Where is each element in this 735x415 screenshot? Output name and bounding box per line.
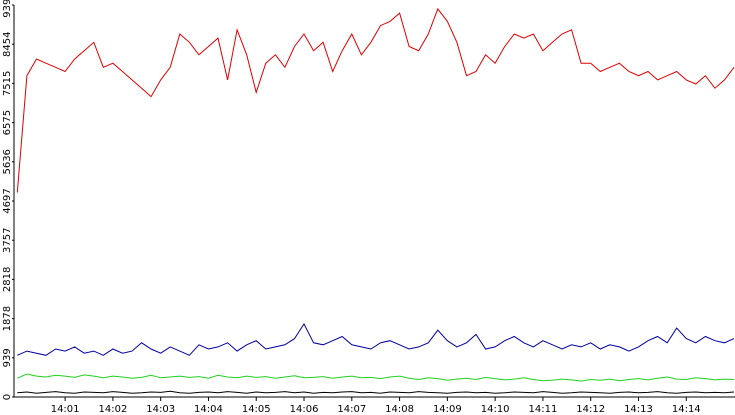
y-tick-label: 939: [2, 348, 13, 367]
x-tick-label: 14:13: [624, 404, 653, 415]
series-line: [17, 373, 735, 382]
series-line: [17, 323, 735, 356]
y-tick-label: 5636: [2, 149, 13, 174]
x-tick-label: 14:04: [194, 404, 223, 415]
x-tick-label: 14:01: [51, 404, 80, 415]
x-tick-label: 14:03: [146, 404, 175, 415]
x-tick-label: 14:10: [481, 404, 510, 415]
series-line: [17, 390, 735, 394]
y-tick-label: 2818: [2, 267, 13, 292]
x-tick-label: 14:08: [385, 404, 414, 415]
x-tick-label: 14:12: [576, 404, 605, 415]
series-line: [16, 7, 735, 193]
x-tick-label: 14:05: [242, 404, 271, 415]
x-tick-label: 14:02: [98, 404, 127, 415]
x-tick-label: 14:06: [290, 404, 319, 415]
x-tick-label: 14:09: [433, 404, 462, 415]
y-tick-label: 7515: [2, 71, 13, 96]
y-tick-label: 4697: [2, 188, 13, 213]
y-tick-label: 3757: [2, 227, 13, 252]
x-tick-label: 14:11: [529, 404, 558, 415]
x-tick-label: 14:07: [337, 404, 366, 415]
y-tick-label: 6575: [2, 110, 13, 135]
y-tick-label: 1878: [2, 306, 13, 331]
y-tick-label: 8454: [2, 31, 13, 56]
y-tick-label: 0: [2, 394, 13, 400]
y-tick-label: 9394: [2, 0, 13, 18]
x-tick-label: 14:14: [672, 404, 701, 415]
